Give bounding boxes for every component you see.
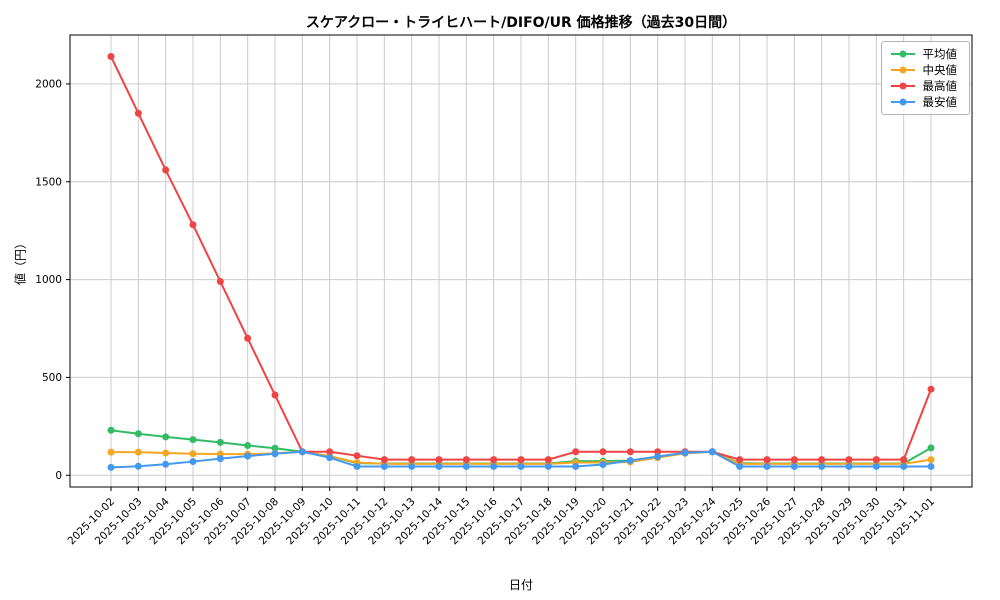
legend-item: 中央値: [890, 63, 958, 77]
data-point: [380, 456, 388, 464]
data-point: [244, 334, 252, 342]
data-point: [326, 448, 334, 456]
x-axis-label: 日付: [508, 578, 533, 592]
data-point: [380, 462, 388, 470]
legend-marker: [890, 98, 915, 106]
data-point: [244, 452, 252, 460]
data-point: [900, 456, 908, 464]
legend-marker: [890, 66, 915, 74]
y-tick-label: 500: [42, 372, 62, 384]
y-tick-label: 2000: [35, 78, 62, 90]
legend-item: 平均値: [890, 47, 958, 61]
data-point: [134, 430, 142, 438]
legend-item: 最高値: [890, 79, 958, 93]
data-point: [134, 448, 142, 456]
data-point: [544, 456, 552, 464]
data-point: [435, 456, 443, 464]
data-point: [435, 462, 443, 470]
data-point: [462, 462, 470, 470]
data-point: [216, 278, 224, 286]
chart-title: スケアクロー・トライヒハート/DIFO/UR 価格推移（過去30日間）: [305, 15, 737, 31]
data-point: [134, 462, 142, 470]
data-point: [736, 456, 744, 464]
data-point: [107, 426, 115, 434]
data-point: [681, 449, 689, 457]
legend-marker: [890, 82, 915, 90]
y-tick-label: 1500: [35, 176, 62, 188]
data-point: [927, 462, 935, 470]
legend-marker: [890, 50, 915, 58]
data-point: [189, 221, 197, 229]
data-point: [572, 448, 580, 456]
data-point: [790, 462, 798, 470]
data-point: [544, 462, 552, 470]
data-point: [790, 456, 798, 464]
data-point: [927, 444, 935, 452]
data-point: [107, 53, 115, 61]
data-point: [162, 449, 170, 457]
data-point: [326, 454, 334, 462]
data-point: [162, 166, 170, 174]
data-point: [845, 462, 853, 470]
data-point: [572, 462, 580, 470]
data-point: [189, 458, 197, 466]
data-point: [654, 453, 662, 461]
data-point: [216, 438, 224, 446]
data-point: [517, 462, 525, 470]
legend-label: 最安値: [922, 95, 958, 109]
data-point: [736, 462, 744, 470]
data-point: [599, 460, 607, 468]
data-point: [271, 450, 279, 458]
data-point: [353, 462, 361, 470]
data-point: [162, 460, 170, 468]
data-point: [818, 462, 826, 470]
data-point: [353, 452, 361, 460]
data-point: [408, 462, 416, 470]
data-point: [490, 462, 498, 470]
plot-border: [69, 34, 973, 488]
data-point: [872, 462, 880, 470]
data-point: [271, 391, 279, 399]
legend-label: 平均値: [922, 47, 958, 61]
data-point: [900, 462, 908, 470]
data-point: [107, 463, 115, 471]
data-point: [626, 457, 634, 465]
y-tick-label: 0: [55, 470, 62, 482]
data-point: [189, 436, 197, 444]
legend-item: 最安値: [890, 95, 958, 109]
data-point: [845, 456, 853, 464]
data-point: [626, 448, 634, 456]
data-point: [134, 109, 142, 117]
data-point: [708, 448, 716, 456]
legend-label: 中央値: [922, 63, 958, 77]
y-axis-label: 値（円）: [13, 236, 28, 286]
data-point: [517, 456, 525, 464]
data-point: [271, 444, 279, 452]
data-point: [189, 450, 197, 458]
data-point: [818, 456, 826, 464]
y-tick-label: 1000: [35, 274, 62, 286]
legend-label: 最高値: [922, 79, 958, 93]
legend: 平均値中央値最高値最安値: [880, 41, 970, 115]
data-point: [927, 456, 935, 464]
data-point: [763, 462, 771, 470]
data-point: [298, 448, 306, 456]
data-point: [654, 448, 662, 456]
data-point: [490, 456, 498, 464]
data-point: [927, 385, 935, 393]
data-point: [408, 456, 416, 464]
data-point: [216, 455, 224, 463]
data-point: [244, 442, 252, 450]
data-point: [872, 456, 880, 464]
data-point: [162, 433, 170, 441]
data-point: [599, 448, 607, 456]
data-point: [462, 456, 470, 464]
data-point: [763, 456, 771, 464]
data-point: [107, 448, 115, 456]
